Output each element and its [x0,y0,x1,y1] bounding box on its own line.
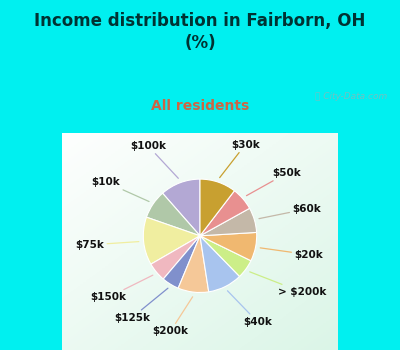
Text: $75k: $75k [76,240,139,250]
Text: $20k: $20k [260,248,323,260]
Wedge shape [200,179,234,236]
Text: $40k: $40k [228,291,272,327]
Text: $50k: $50k [246,168,302,196]
Text: Income distribution in Fairborn, OH
(%): Income distribution in Fairborn, OH (%) [34,12,366,52]
Wedge shape [200,236,240,292]
Wedge shape [200,232,257,261]
Text: $125k: $125k [114,288,168,323]
Wedge shape [146,193,200,236]
Text: $200k: $200k [152,297,193,336]
Text: ⓘ City-Data.com: ⓘ City-Data.com [316,92,388,101]
Text: > $200k: > $200k [250,272,326,297]
Wedge shape [178,236,209,293]
Wedge shape [143,217,200,264]
Text: $150k: $150k [90,275,153,302]
Text: $60k: $60k [259,204,321,219]
Wedge shape [200,208,256,236]
Wedge shape [200,191,250,236]
Text: All residents: All residents [151,99,249,113]
Wedge shape [162,179,200,236]
Text: $10k: $10k [92,177,149,202]
Wedge shape [163,236,200,288]
Wedge shape [200,236,251,276]
Text: $100k: $100k [130,141,178,178]
Text: $30k: $30k [220,140,260,178]
Wedge shape [151,236,200,279]
